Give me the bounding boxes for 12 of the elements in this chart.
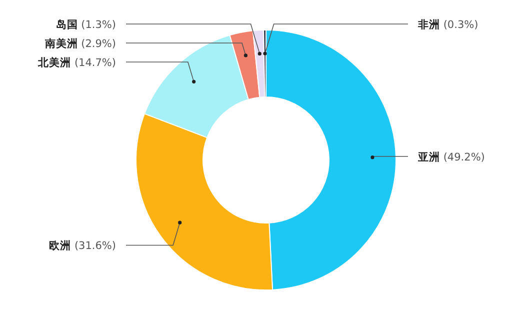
slice-label: 非洲: [417, 18, 440, 31]
slice-label: 北美洲: [37, 56, 72, 69]
slice-label: 亚洲: [417, 150, 440, 164]
data-label: (0.3%): [440, 19, 478, 31]
slice-label: 岛国: [56, 18, 78, 31]
data-label: (2.9%): [78, 38, 116, 50]
data-label: (31.6%): [71, 240, 116, 252]
slice-label: 南美洲: [44, 37, 78, 50]
slice-label: 欧洲: [49, 239, 72, 252]
data-label: (49.2%): [440, 151, 485, 164]
data-label: (14.7%): [71, 57, 116, 69]
data-label: (1.3%): [78, 19, 116, 31]
